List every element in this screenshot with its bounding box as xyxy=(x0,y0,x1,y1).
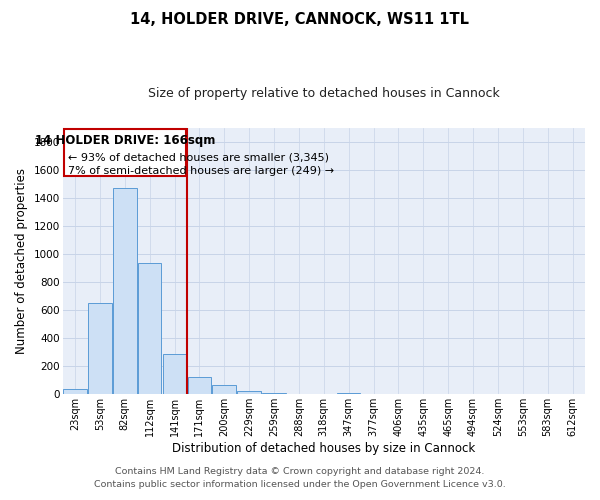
Text: 7% of semi-detached houses are larger (249) →: 7% of semi-detached houses are larger (2… xyxy=(68,166,334,176)
Bar xyxy=(63,388,87,394)
Bar xyxy=(138,264,161,394)
Bar xyxy=(64,130,186,176)
Bar xyxy=(238,391,261,394)
X-axis label: Distribution of detached houses by size in Cannock: Distribution of detached houses by size … xyxy=(172,442,475,455)
Bar xyxy=(163,354,187,395)
Text: 14 HOLDER DRIVE: 166sqm: 14 HOLDER DRIVE: 166sqm xyxy=(35,134,215,147)
Bar xyxy=(212,385,236,394)
Y-axis label: Number of detached properties: Number of detached properties xyxy=(15,168,28,354)
Text: Contains HM Land Registry data © Crown copyright and database right 2024.
Contai: Contains HM Land Registry data © Crown c… xyxy=(94,468,506,489)
Bar xyxy=(88,303,112,394)
Bar xyxy=(262,393,286,394)
Text: 14, HOLDER DRIVE, CANNOCK, WS11 1TL: 14, HOLDER DRIVE, CANNOCK, WS11 1TL xyxy=(131,12,470,28)
Text: ← 93% of detached houses are smaller (3,345): ← 93% of detached houses are smaller (3,… xyxy=(68,152,329,162)
Title: Size of property relative to detached houses in Cannock: Size of property relative to detached ho… xyxy=(148,88,500,101)
Bar xyxy=(337,393,361,394)
Bar xyxy=(113,188,137,394)
Bar xyxy=(188,377,211,394)
